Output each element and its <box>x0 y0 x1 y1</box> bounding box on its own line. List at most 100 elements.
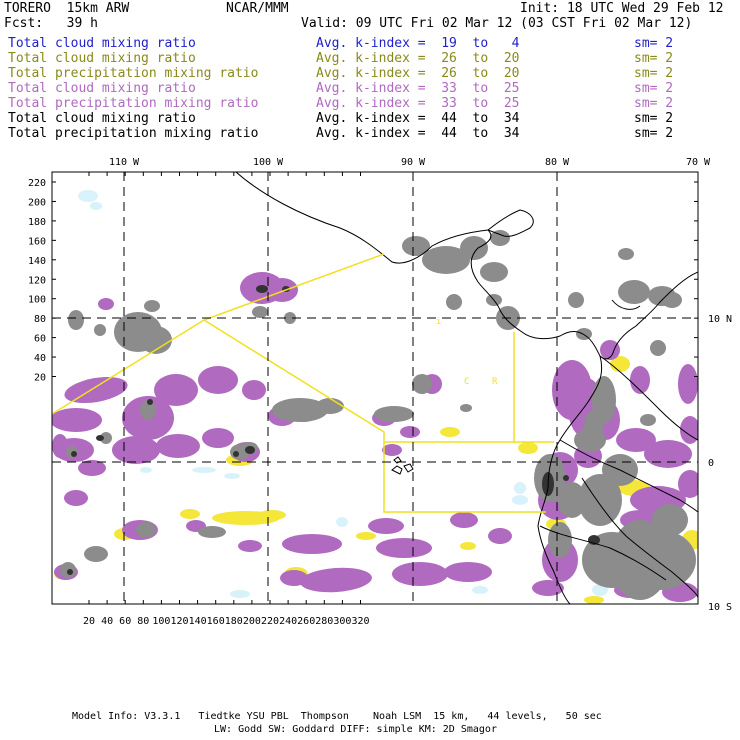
cloud-moderate-cell <box>140 400 156 420</box>
x-tick-label: 60 <box>119 616 131 627</box>
cloud-moderate-cell <box>140 326 172 354</box>
precip-heavy-cell <box>382 444 402 456</box>
cloud-moderate-cell <box>490 230 510 246</box>
cloud-moderate-cell <box>652 504 688 536</box>
x-tick-label: 40 <box>101 616 113 627</box>
light-cloud-cell <box>472 586 488 594</box>
x-tick-label: 160 <box>207 616 225 627</box>
precip-heavy-cell <box>630 366 650 394</box>
cloud-dense-core-cell <box>256 285 268 293</box>
legend-smoothing: sm= 2 <box>634 66 674 81</box>
light-cloud-cell <box>230 590 250 598</box>
cloud-moderate-cell <box>402 236 430 256</box>
cloud-moderate-cell <box>618 280 650 304</box>
precip-heavy-cell <box>616 428 656 452</box>
legend-field: Total precipitation mixing ratio <box>8 96 259 111</box>
longitude-label: 110 W <box>109 157 140 168</box>
cloud-moderate-cell <box>84 546 108 562</box>
cloud-moderate-cell <box>548 522 572 558</box>
longitude-label: 70 W <box>686 157 711 168</box>
cloud-dense-core-cell <box>245 446 255 454</box>
precip-heavy-cell <box>242 380 266 400</box>
precip-heavy-cell <box>280 570 308 586</box>
x-tick-label: 260 <box>297 616 315 627</box>
x-tick-label: 140 <box>189 616 207 627</box>
precip-heavy-cell <box>198 366 238 394</box>
cloud-dense-core-cell <box>96 435 104 441</box>
cloud-moderate-cell <box>610 520 670 600</box>
cloud-moderate-cell <box>460 404 472 412</box>
precip-heavy-cell <box>644 440 692 468</box>
precip-heavy-cell <box>392 562 448 586</box>
cloud-dense-core-cell <box>71 451 77 457</box>
precip-heavy-cell <box>678 364 698 404</box>
precip-heavy-cell <box>450 512 478 528</box>
legend-field: Total precipitation mixing ratio <box>8 126 259 141</box>
map-label-i: i <box>436 317 441 327</box>
precip-heavy-cell <box>532 580 564 596</box>
precip-moderate-cell <box>584 596 604 604</box>
precip-heavy-cell <box>154 374 198 406</box>
cloud-moderate-cell <box>252 306 268 318</box>
cloud-moderate-cell <box>284 312 296 324</box>
precip-heavy-cell <box>52 408 102 432</box>
cloud-moderate-cell <box>100 432 112 444</box>
cloud-moderate-cell <box>480 262 508 282</box>
precip-heavy-cell <box>368 518 404 534</box>
latitude-label: 0 <box>708 458 714 469</box>
light-cloud-cell <box>224 473 240 479</box>
legend-field: Total precipitation mixing ratio <box>8 66 259 81</box>
x-tick-label: 280 <box>315 616 333 627</box>
longitude-label: 90 W <box>401 157 426 168</box>
light-cloud-cell <box>336 517 348 527</box>
legend-field: Total cloud mixing ratio <box>8 111 196 126</box>
map-plot-area: i C R <box>52 172 698 604</box>
light-cloud-cell <box>592 584 608 596</box>
cloud-moderate-cell <box>374 406 414 422</box>
y-tick-label: 100 <box>28 295 46 306</box>
light-cloud-cell <box>90 202 102 210</box>
org-name: NCAR/MMM <box>226 1 289 16</box>
coastlines <box>235 172 698 604</box>
precip-heavy-cell <box>112 436 160 464</box>
cloud-moderate-cell <box>640 414 656 426</box>
y-tick-label: 80 <box>34 314 46 325</box>
x-tick-label: 300 <box>333 616 351 627</box>
cloud-moderate-cell <box>422 246 470 274</box>
y-tick-label: 120 <box>28 275 46 286</box>
legend-kindex: Avg. k-index = 26 to 20 <box>316 66 520 81</box>
latitude-label: 10 N <box>708 314 732 325</box>
lat-lon-grid <box>52 172 698 604</box>
cloud-moderate-cell <box>568 292 584 308</box>
precip-heavy-cell <box>52 434 68 458</box>
init-time: Init: 18 UTC Wed 29 Feb 12 <box>520 1 724 16</box>
x-tick-label: 80 <box>137 616 149 627</box>
cloud-moderate-cell <box>94 324 106 336</box>
legend-kindex: Avg. k-index = 33 to 25 <box>316 81 520 96</box>
light-cloud-cell <box>512 495 528 505</box>
x-tick-label: 20 <box>83 616 95 627</box>
precip-moderate-cell <box>180 509 200 519</box>
cloud-moderate-cell <box>446 294 462 310</box>
y-tick-label: 160 <box>28 236 46 247</box>
precip-moderate-cell <box>460 542 476 550</box>
valid-time: Valid: 09 UTC Fri 02 Mar 12 (03 CST Fri … <box>301 16 693 31</box>
legend-kindex: Avg. k-index = 44 to 34 <box>316 126 520 141</box>
cloud-moderate-cell <box>278 402 294 418</box>
x-tick-label: 220 <box>261 616 279 627</box>
cloud-moderate-cell <box>618 248 634 260</box>
x-tick-label: 200 <box>243 616 261 627</box>
y-tick-label: 140 <box>28 256 46 267</box>
precip-heavy-cell <box>444 562 492 582</box>
region-boundaries <box>52 253 554 513</box>
y-tick-label: 40 <box>34 353 46 364</box>
cloud-moderate-cell <box>584 410 604 438</box>
legend-smoothing: sm= 2 <box>634 111 674 126</box>
precip-heavy-cell <box>678 470 698 498</box>
precip-heavy-cell <box>98 298 114 310</box>
cloud-moderate-cell <box>460 236 488 260</box>
cloud-dense-core-cell <box>563 475 569 481</box>
legend-kindex: Avg. k-index = 19 to 4 <box>316 36 520 51</box>
legend-kindex: Avg. k-index = 44 to 34 <box>316 111 520 126</box>
